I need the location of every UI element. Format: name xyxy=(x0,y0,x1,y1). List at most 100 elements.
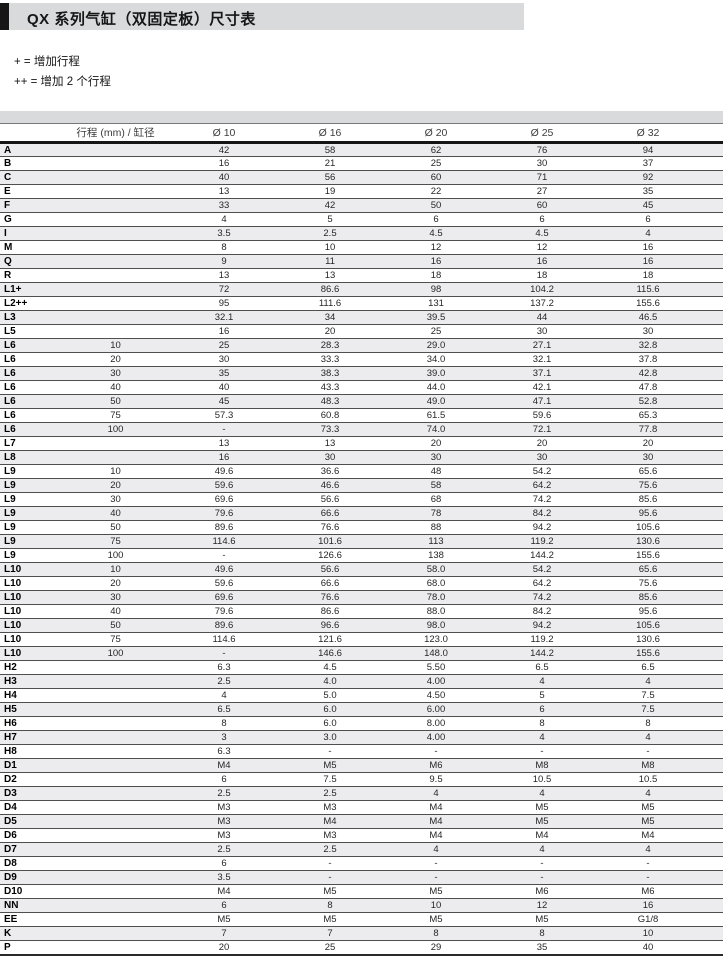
table-row: L9 40 79.6 66.6 78 84.2 95.6 xyxy=(0,506,723,521)
dim-value: M6 xyxy=(489,884,595,899)
stroke-value: 75 xyxy=(60,408,171,423)
stroke-value xyxy=(60,296,171,311)
stroke-value xyxy=(60,730,171,745)
dim-value: 114.6 xyxy=(171,632,277,647)
dim-value: 16 xyxy=(595,898,701,913)
dim-value: 25 xyxy=(171,338,277,353)
stroke-value xyxy=(60,142,171,157)
table-row: D3 2.5 2.5 4 4 4 xyxy=(0,786,723,801)
dim-value: 48 xyxy=(383,464,489,479)
dim-value: M3 xyxy=(171,814,277,829)
dim-value: 6.3 xyxy=(171,744,277,759)
dim-value: 30 xyxy=(595,324,701,339)
dim-value: 34.0 xyxy=(383,352,489,367)
dim-value: - xyxy=(489,744,595,759)
dim-value: 45 xyxy=(595,198,701,213)
dim-value: - xyxy=(383,744,489,759)
dim-value: 148.0 xyxy=(383,646,489,661)
row-label: L1+ xyxy=(0,282,60,297)
dim-value: 16 xyxy=(489,254,595,269)
dim-value: 69.6 xyxy=(171,492,277,507)
row-label: L2++ xyxy=(0,296,60,311)
dim-value: 10.5 xyxy=(595,772,701,787)
stroke-value xyxy=(60,324,171,339)
stroke-value xyxy=(60,856,171,871)
stroke-value xyxy=(60,156,171,171)
row-label: D5 xyxy=(0,814,60,829)
dim-value: 10 xyxy=(277,240,383,255)
dim-value: 78 xyxy=(383,506,489,521)
stroke-value xyxy=(60,170,171,185)
stroke-value xyxy=(60,254,171,269)
dim-value: 29 xyxy=(383,940,489,956)
dim-value: 47.8 xyxy=(595,380,701,395)
page-title: QX 系列气缸（双固定板）尺寸表 xyxy=(27,11,256,28)
dim-value: - xyxy=(277,744,383,759)
dim-value: 47.1 xyxy=(489,394,595,409)
row-label: E xyxy=(0,184,60,199)
dim-value: 4.00 xyxy=(383,730,489,745)
stroke-value: 30 xyxy=(60,590,171,605)
dim-value: 18 xyxy=(383,268,489,283)
dim-value: - xyxy=(489,870,595,885)
stroke-value: 20 xyxy=(60,478,171,493)
row-filler-cell xyxy=(701,618,723,633)
row-filler-cell xyxy=(701,688,723,703)
stroke-value: 10 xyxy=(60,464,171,479)
dim-value: 4 xyxy=(489,842,595,857)
row-filler-cell xyxy=(701,464,723,479)
dim-value: M4 xyxy=(595,828,701,843)
dim-value: 59.6 xyxy=(171,478,277,493)
dim-value: M3 xyxy=(277,800,383,815)
table-row: D2 6 7.5 9.5 10.5 10.5 xyxy=(0,772,723,787)
dim-value: 131 xyxy=(383,296,489,311)
dim-value: 155.6 xyxy=(595,548,701,563)
dim-value: 77.8 xyxy=(595,422,701,437)
row-filler-cell xyxy=(701,590,723,605)
dim-value: 32.1 xyxy=(171,310,277,325)
dim-value: 64.2 xyxy=(489,576,595,591)
dim-value: 66.6 xyxy=(277,576,383,591)
row-label: EE xyxy=(0,912,60,927)
dim-value: 94.2 xyxy=(489,618,595,633)
title-accent-bar xyxy=(0,3,9,30)
dim-value: 27 xyxy=(489,184,595,199)
dim-value: 44 xyxy=(489,310,595,325)
row-label: D10 xyxy=(0,884,60,899)
header-stroke-bore: 行程 (mm) / 缸径 xyxy=(60,123,171,144)
table-row: D1 M4 M5 M6 M8 M8 xyxy=(0,758,723,773)
dimensions-table: 行程 (mm) / 缸径 Ø 10 Ø 16 Ø 20 Ø 25 Ø 32 A 4… xyxy=(0,123,723,956)
table-row: L3 32.1 34 39.5 44 46.5 xyxy=(0,310,723,325)
dim-value: M4 xyxy=(171,758,277,773)
stroke-value: 40 xyxy=(60,380,171,395)
dim-value: 12 xyxy=(489,240,595,255)
row-label: L9 xyxy=(0,464,60,479)
stroke-value: 10 xyxy=(60,562,171,577)
dim-value: 3.5 xyxy=(171,226,277,241)
dim-value: 6.3 xyxy=(171,660,277,675)
dim-value: 46.6 xyxy=(277,478,383,493)
stroke-value xyxy=(60,184,171,199)
row-filler-cell xyxy=(701,898,723,913)
dim-value: 9.5 xyxy=(383,772,489,787)
dim-value: 2.5 xyxy=(171,786,277,801)
dim-value: 19 xyxy=(277,184,383,199)
row-filler-cell xyxy=(701,884,723,899)
dim-value: 11 xyxy=(277,254,383,269)
dim-value: M4 xyxy=(171,884,277,899)
stroke-value: 40 xyxy=(60,604,171,619)
dim-value: 8 xyxy=(383,926,489,941)
dim-value: 144.2 xyxy=(489,646,595,661)
header-bore-16: Ø 16 xyxy=(277,123,383,144)
dim-value: M4 xyxy=(383,800,489,815)
dim-value: 40 xyxy=(171,170,277,185)
dim-value: 20 xyxy=(277,324,383,339)
row-label: F xyxy=(0,198,60,213)
stroke-value xyxy=(60,912,171,927)
row-label: L10 xyxy=(0,646,60,661)
row-label: L10 xyxy=(0,576,60,591)
dim-value: 72 xyxy=(171,282,277,297)
dim-value: 137.2 xyxy=(489,296,595,311)
dim-value: 72.1 xyxy=(489,422,595,437)
dim-value: 8 xyxy=(171,716,277,731)
